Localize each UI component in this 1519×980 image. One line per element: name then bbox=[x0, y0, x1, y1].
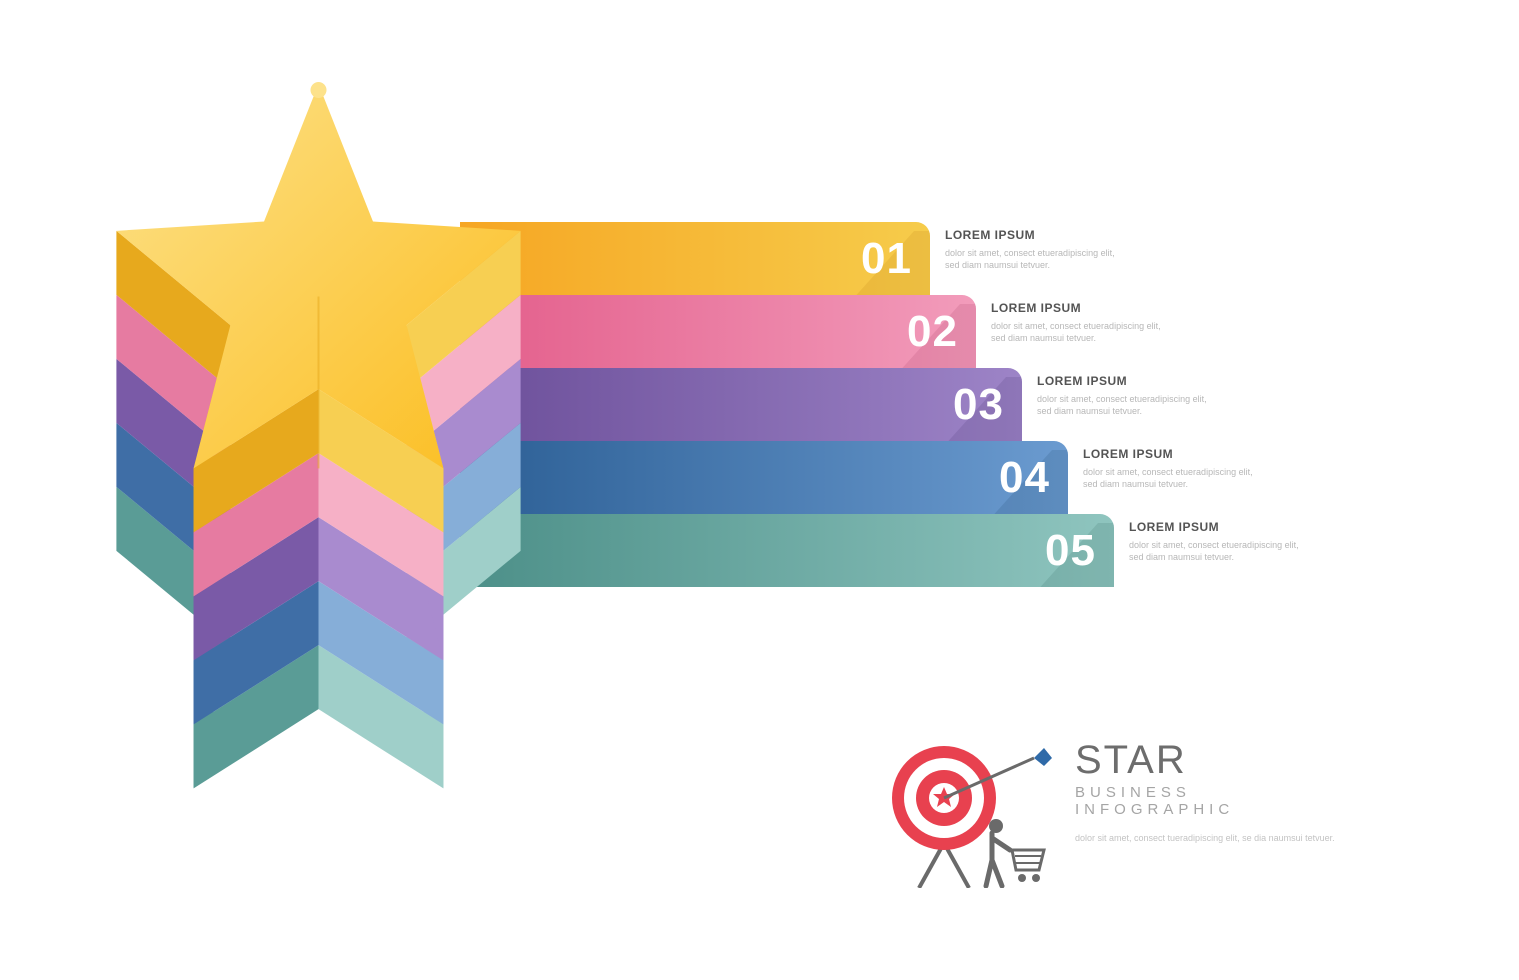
bar-text-body: dolor sit amet, consect etueradipiscing … bbox=[1083, 466, 1268, 490]
bar-text-05: LOREM IPSUM dolor sit amet, consect etuer… bbox=[1129, 520, 1314, 563]
bar-text-04: LOREM IPSUM dolor sit amet, consect etuer… bbox=[1083, 447, 1268, 490]
bar-02: 02 bbox=[460, 295, 976, 368]
bar-text-title: LOREM IPSUM bbox=[991, 301, 1176, 315]
bar-04: 04 bbox=[460, 441, 1068, 514]
bar-number: 02 bbox=[907, 307, 958, 357]
bar-number: 04 bbox=[999, 453, 1050, 503]
brand-title: STAR bbox=[1075, 740, 1355, 780]
bar-text-01: LOREM IPSUM dolor sit amet, consect etuer… bbox=[945, 228, 1130, 271]
brand-body: dolor sit amet, consect tueradipiscing e… bbox=[1075, 832, 1355, 844]
branding-block: STAR BUSINESS INFOGRAPHIC dolor sit amet… bbox=[1075, 740, 1355, 844]
bar-number: 03 bbox=[953, 380, 1004, 430]
bar-05: 05 bbox=[460, 514, 1114, 587]
bar-text-body: dolor sit amet, consect etueradipiscing … bbox=[945, 247, 1130, 271]
bar-number: 05 bbox=[1045, 526, 1096, 576]
bar-text-title: LOREM IPSUM bbox=[1083, 447, 1268, 461]
bar-text-title: LOREM IPSUM bbox=[1129, 520, 1314, 534]
bar-text-body: dolor sit amet, consect etueradipiscing … bbox=[1129, 539, 1314, 563]
star-stack bbox=[106, 72, 531, 892]
bar-03: 03 bbox=[460, 368, 1022, 441]
brand-subtitle: BUSINESS INFOGRAPHIC bbox=[1075, 784, 1355, 818]
bar-text-02: LOREM IPSUM dolor sit amet, consect etuer… bbox=[991, 301, 1176, 344]
infographic-canvas: 01 02 03 04 05 LOREM IPSUM dolor sit amet, co… bbox=[0, 0, 1519, 980]
bar-list: 01 02 03 04 05 bbox=[460, 222, 1114, 587]
bar-text-body: dolor sit amet, consect etueradipiscing … bbox=[1037, 393, 1222, 417]
target-icon bbox=[884, 738, 1054, 893]
bar-text-title: LOREM IPSUM bbox=[1037, 374, 1222, 388]
bar-text-03: LOREM IPSUM dolor sit amet, consect etuer… bbox=[1037, 374, 1222, 417]
bar-text-body: dolor sit amet, consect etueradipiscing … bbox=[991, 320, 1176, 344]
bar-text-title: LOREM IPSUM bbox=[945, 228, 1130, 242]
bar-number: 01 bbox=[861, 234, 912, 284]
